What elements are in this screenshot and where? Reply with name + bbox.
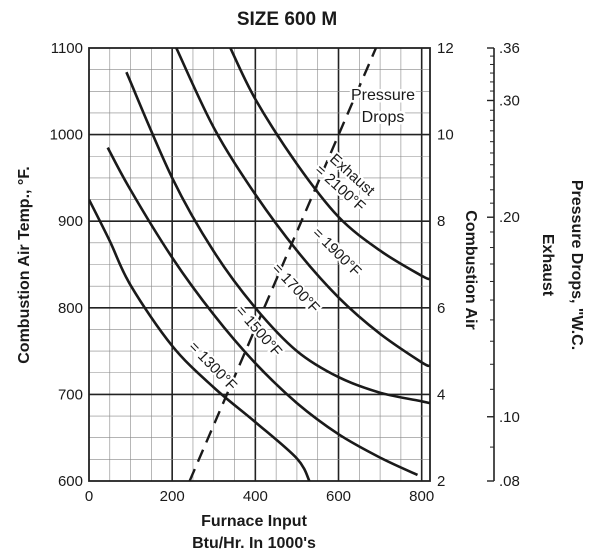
right-tick-label: 6 [437,300,445,317]
y-tick-labels: 600 700 800 900 1000 1100 [50,40,83,490]
pressure-drops-label-line: Drops [362,109,405,126]
y-tick-label: 900 [58,213,83,230]
y-tick-label: 600 [58,473,83,490]
outer-pressure-axis: .08 .10 .20 .30 .36 [487,40,520,490]
x-tick-label: 400 [243,488,268,505]
right-tick-label: 4 [437,386,445,403]
y-tick-label: 1000 [50,127,83,144]
y-axis-label-right-outer-1: Pressure Drops, "W.C. [568,180,585,350]
y-tick-label: 1100 [51,40,83,57]
right-tick-label: 2 [437,473,445,490]
curve-exhaust-1500 [106,146,419,477]
right-tick-label: 8 [437,213,445,230]
y-axis-label-left: Combustion Air Temp., °F. [16,166,33,364]
outer-tick-label: .08 [499,473,520,490]
y-axis-label-right-outer-2: Exhaust [539,234,556,297]
y-tick-label: 700 [58,386,83,403]
right-tick-label: 12 [437,40,454,57]
series-group [89,48,430,481]
chart-title: SIZE 600 M [237,9,337,30]
outer-tick-label: .10 [499,409,520,426]
y-axis-label-right-inner: Combustion Air [462,210,479,329]
curve-exhaust-1900 [175,48,430,368]
right-tick-labels: 2 4 6 8 10 12 [437,40,454,490]
outer-tick-label: .30 [499,92,520,109]
curve-exhaust-2100 [229,48,430,281]
right-tick-label: 10 [437,127,454,144]
x-axis-label: Furnace Input [201,513,307,530]
x-axis-label-units: Btu/Hr. In 1000's [192,535,316,552]
plot-frame [88,47,431,482]
pressure-drops-label: Pressure Drops [351,87,415,126]
x-tick-label: 800 [409,488,434,505]
pressure-drops-label-line: Pressure [351,87,415,104]
outer-tick-label: .36 [499,40,520,57]
x-tick-label: 200 [160,488,185,505]
outer-tick-label: .20 [499,209,520,226]
y-tick-label: 800 [58,300,83,317]
curve-exhaust-1700 [125,71,430,405]
curve-exhaust-1300 [89,199,311,481]
x-tick-label: 600 [326,488,351,505]
x-tick-label: 0 [85,488,93,505]
curve-label-2100: Exhaust= 2100°F [311,148,380,215]
labels-group: Exhaust= 2100°F= 1900°F= 1700°F= 1500°F=… [183,85,417,397]
pressure-drops-line [188,48,378,481]
x-tick-labels: 0 200 400 600 800 [85,488,434,505]
